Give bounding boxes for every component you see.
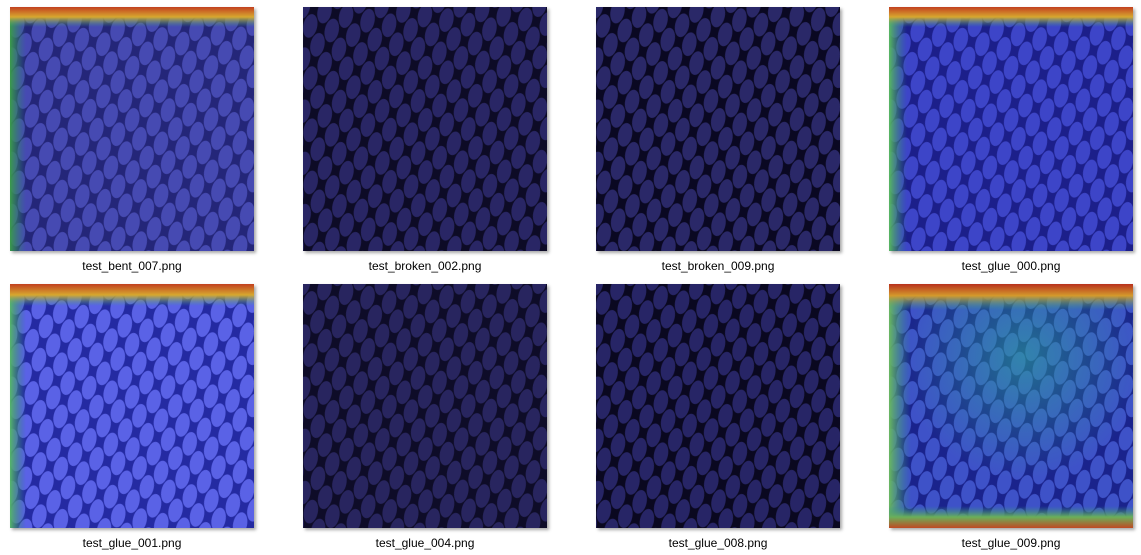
file-name-label: test_broken_002.png bbox=[368, 259, 482, 273]
file-item[interactable]: test_glue_008.png bbox=[596, 284, 840, 554]
file-name-label: test_glue_009.png bbox=[961, 536, 1061, 550]
file-item[interactable]: test_broken_009.png bbox=[596, 7, 840, 277]
mesh-image bbox=[303, 284, 547, 528]
file-name-label: test_glue_004.png bbox=[375, 536, 475, 550]
mesh-image bbox=[596, 284, 840, 528]
file-name-label: test_glue_001.png bbox=[82, 536, 182, 550]
mesh-heatmap-image bbox=[10, 7, 254, 251]
mesh-heatmap-image bbox=[889, 284, 1133, 528]
thumbnail-image[interactable] bbox=[889, 284, 1133, 528]
mesh-image bbox=[596, 7, 840, 251]
file-name-label: test_broken_009.png bbox=[661, 259, 775, 273]
thumbnail-image[interactable] bbox=[596, 7, 840, 251]
file-item[interactable]: test_broken_002.png bbox=[303, 7, 547, 277]
thumbnail-image[interactable] bbox=[303, 284, 547, 528]
thumbnail-image[interactable] bbox=[889, 7, 1133, 251]
thumbnail-image[interactable] bbox=[10, 284, 254, 528]
file-item[interactable]: test_bent_007.png bbox=[10, 7, 254, 277]
file-item[interactable]: test_glue_009.png bbox=[889, 284, 1133, 554]
file-name-label: test_glue_008.png bbox=[668, 536, 768, 550]
mesh-heatmap-image bbox=[889, 7, 1133, 251]
file-item[interactable]: test_glue_000.png bbox=[889, 7, 1133, 277]
file-name-label: test_glue_000.png bbox=[961, 259, 1061, 273]
mesh-heatmap-image bbox=[10, 284, 254, 528]
thumbnail-image[interactable] bbox=[10, 7, 254, 251]
thumbnail-image[interactable] bbox=[303, 7, 547, 251]
thumbnail-image[interactable] bbox=[596, 284, 840, 528]
file-item[interactable]: test_glue_004.png bbox=[303, 284, 547, 554]
file-item[interactable]: test_glue_001.png bbox=[10, 284, 254, 554]
mesh-image bbox=[303, 7, 547, 251]
file-name-label: test_bent_007.png bbox=[82, 259, 182, 273]
